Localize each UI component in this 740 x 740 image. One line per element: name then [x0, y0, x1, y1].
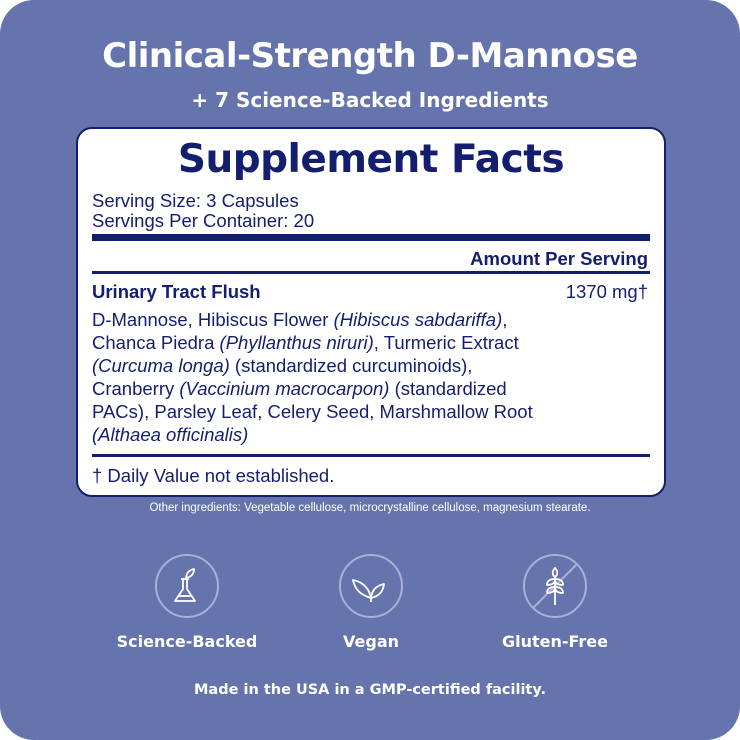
- ingredient-text: (standardized curcuminoids),: [229, 355, 473, 376]
- daily-value-footnote: † Daily Value not established.: [92, 465, 335, 486]
- other-ingredients: Other ingredients: Vegetable cellulose, …: [149, 502, 591, 514]
- serving-size: Serving Size: 3 Capsules: [92, 190, 299, 211]
- no-wheat-icon: [523, 554, 587, 618]
- blend-name: Urinary Tract Flush: [92, 281, 261, 302]
- badge-science-backed: Science-Backed: [107, 552, 267, 651]
- subheadline: + 7 Science-Backed Ingredients: [191, 88, 549, 112]
- divider: [92, 454, 650, 457]
- blend-amount: 1370 mg†: [565, 281, 648, 302]
- ingredient-text: , Turmeric Extract: [373, 332, 519, 353]
- badge-label: Science-Backed: [116, 632, 258, 651]
- latin-name: (Phyllanthus niruri): [219, 332, 374, 353]
- ingredient-line: D-Mannose, Hibiscus Flower (Hibiscus sab…: [92, 309, 507, 331]
- ingredient-text: (standardized: [389, 378, 507, 399]
- badge-label: Gluten-Free: [501, 632, 609, 651]
- ingredient-line: (Curcuma longa) (standardized curcuminoi…: [92, 355, 472, 377]
- badge-label: Vegan: [343, 632, 399, 651]
- ingredient-text: PACs), Parsley Leaf, Celery Seed, Marshm…: [92, 401, 533, 422]
- ingredient-line: Cranberry (Vaccinium macrocarpon) (stand…: [92, 378, 507, 400]
- badge-gluten-free: Gluten-Free: [475, 552, 635, 651]
- flask-leaf-icon: [155, 554, 219, 618]
- latin-name: (Althaea officinalis): [92, 424, 249, 445]
- ingredient-text: ,: [502, 309, 508, 330]
- amount-per-serving-header: Amount Per Serving: [470, 248, 648, 269]
- thick-divider: [92, 234, 650, 241]
- divider: [92, 271, 650, 274]
- ingredient-text: D-Mannose, Hibiscus Flower: [92, 309, 334, 330]
- ingredient-line: (Althaea officinalis): [92, 424, 248, 446]
- badge-vegan: Vegan: [291, 552, 451, 651]
- headline: Clinical-Strength D-Mannose: [102, 36, 638, 76]
- ingredient-text: Chanca Piedra: [92, 332, 220, 353]
- manufacturing-note: Made in the USA in a GMP-certified facil…: [194, 682, 546, 698]
- ingredient-line: Chanca Piedra (Phyllanthus niruri), Turm…: [92, 332, 519, 354]
- ingredient-text: Cranberry: [92, 378, 180, 399]
- panel-title: Supplement Facts: [177, 137, 565, 182]
- servings-per-container: Servings Per Container: 20: [92, 210, 315, 231]
- leaves-icon: [339, 554, 403, 618]
- latin-name: (Hibiscus sabdariffa): [333, 309, 503, 330]
- latin-name: (Curcuma longa): [92, 355, 230, 376]
- ingredient-line: PACs), Parsley Leaf, Celery Seed, Marshm…: [92, 401, 533, 423]
- supplement-facts-panel: Supplement Facts Serving Size: 3 Capsule…: [76, 127, 666, 497]
- latin-name: (Vaccinium macrocarpon): [179, 378, 390, 399]
